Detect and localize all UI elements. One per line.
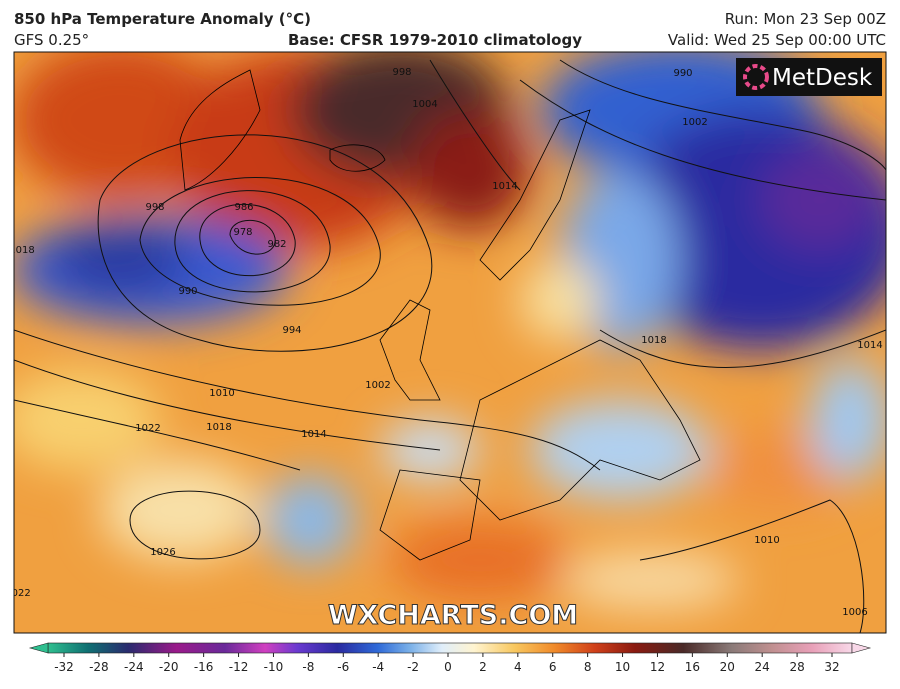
map: MetDesk WXCHARTS.COM 998 990 1004 1002 1014 9… bbox=[5, 52, 886, 633]
colorbar-tick-label: -16 bbox=[194, 660, 214, 674]
colorbar-tick-label: -12 bbox=[229, 660, 249, 674]
isobar-label: 990 bbox=[673, 68, 692, 79]
colorbar-tick-label: 6 bbox=[549, 660, 557, 674]
colorbar-tick-label: 10 bbox=[615, 660, 630, 674]
colorbar-tick-label: -8 bbox=[302, 660, 314, 674]
colorbar-tick-label: 24 bbox=[755, 660, 770, 674]
colorbar-tick-label: 12 bbox=[650, 660, 665, 674]
colorbar-tick-label: 4 bbox=[514, 660, 522, 674]
isobar-label: 982 bbox=[267, 239, 286, 250]
colorbar-tick-label: 28 bbox=[789, 660, 804, 674]
isobar-label: 990 bbox=[178, 286, 197, 297]
isobar-label: 978 bbox=[233, 227, 252, 238]
colorbar-tick-label: 8 bbox=[584, 660, 592, 674]
isobar-label: 1022 bbox=[135, 423, 160, 434]
isobar-label: 1014 bbox=[492, 181, 517, 192]
colorbar-tick-label: -2 bbox=[407, 660, 419, 674]
run: Run: Mon 23 Sep 00Z bbox=[725, 10, 886, 28]
isobar-label: 1006 bbox=[842, 607, 867, 618]
colorbar-tick-label: 20 bbox=[720, 660, 735, 674]
map-frame bbox=[13, 51, 887, 634]
colorbar-tick-label: -6 bbox=[337, 660, 349, 674]
isobar-label: 1010 bbox=[209, 388, 234, 399]
colorbar-tick-label: -24 bbox=[124, 660, 144, 674]
isobar-label: 1002 bbox=[682, 117, 707, 128]
isobar-label: 998 bbox=[145, 202, 164, 213]
title: 850 hPa Temperature Anomaly (°C) bbox=[14, 10, 311, 28]
colorbar-tick-label: 32 bbox=[824, 660, 839, 674]
isobar-label: 1018 bbox=[641, 335, 666, 346]
base: Base: CFSR 1979-2010 climatology bbox=[288, 31, 582, 49]
isobar-label: 1022 bbox=[5, 588, 30, 599]
isobar-label: 1004 bbox=[412, 99, 437, 110]
isobar-label: 1002 bbox=[365, 380, 390, 391]
isobar-label: 1026 bbox=[150, 547, 175, 558]
colorbar-tick-label: -32 bbox=[54, 660, 74, 674]
colorbar-tick-label: -28 bbox=[89, 660, 109, 674]
colorbar-tick-label: 2 bbox=[479, 660, 487, 674]
valid: Valid: Wed 25 Sep 00:00 UTC bbox=[668, 31, 886, 49]
logo-box bbox=[736, 58, 882, 96]
logo: MetDesk bbox=[772, 65, 873, 91]
watermark: WXCHARTS.COM bbox=[328, 600, 578, 631]
logo-icon bbox=[743, 64, 769, 90]
isobar-label: 1018 bbox=[206, 422, 231, 433]
colorbar-tick-label: 16 bbox=[685, 660, 700, 674]
isobar-label: 1014 bbox=[301, 429, 326, 440]
colorbar-tick-label: -10 bbox=[264, 660, 284, 674]
isobar-label: 1018 bbox=[9, 245, 34, 256]
colorbar-tick-label: -20 bbox=[159, 660, 179, 674]
colorbar: -32 -28 -24 -20 -16 -12 -10 -8 -6 -4 -2 0 2 4 6 8 10 12 16… bbox=[28, 642, 872, 674]
model: GFS 0.25° bbox=[14, 31, 89, 49]
isobar-label: 986 bbox=[234, 202, 253, 213]
isobar-label: 1014 bbox=[857, 340, 882, 351]
colorbar-tick-label: 0 bbox=[444, 660, 452, 674]
isobar-label: 1010 bbox=[754, 535, 779, 546]
isobar-label: 998 bbox=[392, 67, 411, 78]
colorbar-tick-label: -4 bbox=[372, 660, 384, 674]
isobar-label: 994 bbox=[282, 325, 301, 336]
